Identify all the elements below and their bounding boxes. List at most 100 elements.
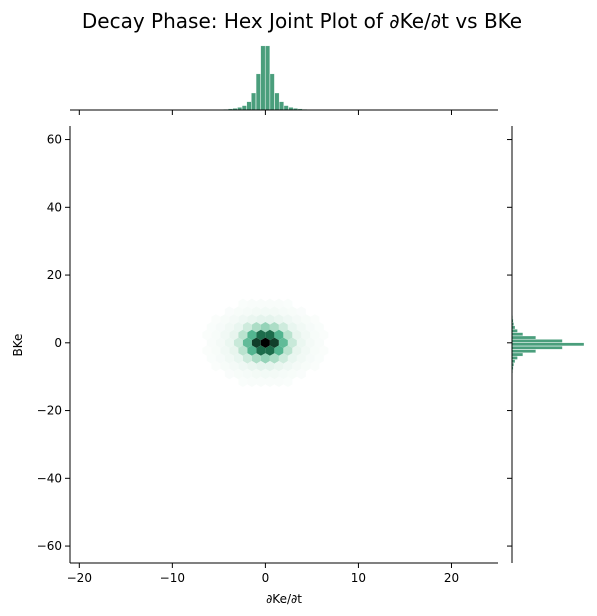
hexbin-cell [229, 345, 239, 356]
hexbin-cell [202, 345, 212, 356]
hexbin-cell [301, 329, 311, 341]
hexbin-cell [238, 376, 248, 387]
hexbin-cell [310, 314, 320, 325]
hexbin-cell [260, 353, 270, 364]
x-tick-label: 0 [262, 571, 270, 585]
hexbin-cell [314, 337, 324, 348]
hexbin-cell [287, 322, 297, 333]
hexbin-cell [305, 353, 315, 364]
hexbin-cell [242, 353, 252, 364]
x-marginal-bar [279, 101, 284, 111]
hexbin-cell [251, 306, 261, 317]
hexbin-cell [215, 322, 225, 333]
marginal-ticks [78, 110, 512, 547]
hexbin-cell [274, 361, 284, 372]
hexbin-cell [238, 345, 248, 356]
hexbin-cell [242, 322, 252, 333]
x-marginal-bar [246, 101, 252, 111]
y-marginal-bar [511, 332, 524, 336]
hexbin-cell [283, 345, 293, 356]
hexbin-cell [251, 337, 261, 348]
hexbin-cell [269, 306, 279, 317]
hexbin-cell [220, 314, 230, 325]
hexbin-cell [215, 353, 225, 364]
hexbin-cell [224, 337, 234, 348]
hexbin-cell [220, 361, 230, 372]
hexbin-cell [301, 345, 311, 356]
hexbin-cell [247, 345, 257, 356]
hexbin-cell [292, 314, 302, 325]
hexbin-cell [247, 329, 257, 341]
x-marginal-bar [260, 45, 266, 111]
hexbin-cell [260, 337, 270, 348]
hexbin-cell [278, 353, 288, 364]
hexbin-cell [296, 368, 306, 380]
hexbin-cell [242, 337, 252, 348]
x-marginal-bar [255, 73, 261, 111]
hexbin-cell [269, 368, 279, 380]
hexbin-cell [296, 322, 306, 333]
hexbin-cell [305, 322, 315, 333]
hexbin-cell [211, 345, 221, 356]
hexbin-cell [229, 329, 239, 341]
hexbin-cell [256, 329, 266, 341]
hexbin-cell [278, 337, 288, 348]
hexbin-cell [260, 368, 270, 380]
y-marginal-bar [511, 329, 518, 333]
hexbin-cell [247, 361, 257, 372]
hexbin-cell [283, 329, 293, 341]
hexbin-cell [247, 314, 257, 325]
hexbin-cell [260, 322, 270, 333]
hexbin-cell [256, 345, 266, 356]
hexbin-cell [283, 376, 293, 387]
hexbin-cell [206, 337, 216, 348]
hexbin-cell [256, 314, 266, 325]
hexbin-cell [242, 368, 252, 380]
y-tick-label: −60 [37, 539, 62, 553]
hexbin-cell [256, 361, 266, 372]
hexbin-cell [278, 306, 288, 317]
hexbin-cell [202, 329, 212, 341]
hexbin-cell [310, 361, 320, 372]
hexbin-cell [251, 353, 261, 364]
hexbin-cell [274, 376, 284, 387]
hexbin-cell [211, 329, 221, 341]
y-marginal-bar [511, 356, 518, 360]
y-axis-ticks: −60 −40 −20 0 20 40 60 [37, 133, 70, 553]
x-axis-label: ∂Ke/∂t [266, 592, 302, 606]
hexbin-cell [260, 306, 270, 317]
hexbin-cell [310, 329, 320, 341]
hexbin-cells [202, 298, 329, 387]
chart-title: Decay Phase: Hex Joint Plot of ∂Ke/∂t vs… [82, 9, 522, 33]
hexbin-cell [229, 314, 239, 325]
hexbin-cell [224, 306, 234, 317]
y-marginal-bar [511, 342, 585, 347]
hexbin-cell [278, 368, 288, 380]
hexbin-cell [238, 314, 248, 325]
y-tick-label: 40 [47, 200, 62, 214]
x-marginal-bar [274, 92, 280, 111]
y-tick-label: −40 [37, 471, 62, 485]
hexbin-cell [224, 322, 234, 333]
y-marginal-bar [511, 349, 536, 353]
hexbin-cell [233, 306, 243, 317]
hexbin-cell [283, 361, 293, 372]
hexbin-cell [265, 376, 275, 387]
hexbin-cell [211, 314, 221, 325]
hexbin-cell [319, 345, 329, 356]
hexbin-cell [265, 298, 275, 309]
hexbin-cell [224, 368, 234, 380]
x-tick-label: −10 [160, 571, 185, 585]
hexbin-cell [305, 337, 315, 348]
hexbin-cell [265, 329, 275, 341]
hexbin-cell [314, 353, 324, 364]
x-marginal-histogram [209, 45, 322, 111]
hexbin-cell [283, 314, 293, 325]
hexbin-cell [287, 337, 297, 348]
hexbin-cell [287, 306, 297, 317]
x-marginal-bar [241, 105, 247, 111]
hexbin-cell [220, 345, 230, 356]
y-tick-label: 0 [54, 336, 62, 350]
x-tick-label: 10 [351, 571, 366, 585]
y-marginal-bar [511, 335, 536, 340]
